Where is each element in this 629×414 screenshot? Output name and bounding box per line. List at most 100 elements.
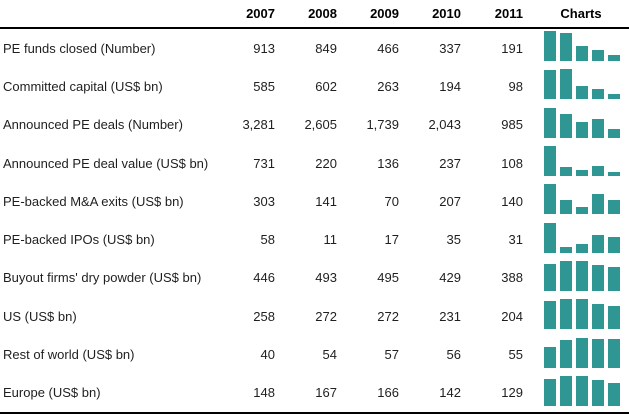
spark-bar: [544, 222, 556, 253]
header-year-2008: 2008: [308, 6, 337, 21]
header-charts: Charts: [560, 6, 602, 21]
sparkline-chart: [523, 222, 627, 257]
value-cell: 11: [323, 232, 338, 248]
spark-bar: [608, 94, 620, 100]
spark-bar: [608, 236, 620, 253]
value-cell: 272: [315, 308, 337, 324]
sparkline-chart: [523, 337, 627, 372]
spark-bar: [592, 50, 604, 62]
value-cell: 136: [377, 155, 399, 171]
value-cell: 985: [501, 117, 523, 133]
value-cell: 204: [501, 308, 523, 324]
table-row: Rest of world (US$ bn) 40 54 57 56 55: [0, 335, 629, 373]
row-label: PE funds closed (Number): [3, 40, 156, 56]
value-cell: 58: [260, 232, 275, 248]
value-cell: 207: [439, 193, 461, 209]
value-cell: 3,281: [242, 117, 275, 133]
value-cell: 585: [253, 78, 275, 94]
sparkline-chart: [523, 69, 627, 103]
spark-bar: [592, 304, 604, 330]
value-cell: 167: [315, 385, 337, 401]
spark-bar: [560, 167, 572, 177]
table-row: Buyout firms' dry powder (US$ bn) 446 493 4…: [0, 259, 629, 297]
spark-bar: [576, 375, 588, 406]
value-cell: 141: [315, 193, 337, 209]
value-cell: 148: [253, 385, 275, 401]
value-cell: 2,043: [428, 117, 461, 133]
value-cell: 388: [501, 270, 523, 286]
value-cell: 142: [439, 385, 461, 401]
row-label: PE-backed M&A exits (US$ bn): [3, 193, 184, 209]
table-row: US (US$ bn) 258 272 272 231 204: [0, 297, 629, 335]
value-cell: 602: [315, 78, 337, 94]
row-label: Rest of world (US$ bn): [3, 347, 135, 363]
value-cell: 303: [253, 193, 275, 209]
spark-bar: [592, 118, 604, 138]
spark-bars: [523, 69, 627, 103]
table-row: Europe (US$ bn) 148 167 166 142 129: [0, 374, 629, 412]
table-row: Announced PE deals (Number) 3,281 2,605 1,7…: [0, 106, 629, 144]
table-header: 2007 2008 2009 2010 2011 Charts: [0, 0, 629, 29]
value-cell: 40: [260, 347, 275, 363]
value-cell: 263: [377, 78, 399, 94]
table-row: PE funds closed (Number) 913 849 466 337 191: [0, 29, 629, 67]
spark-bars: [523, 184, 627, 218]
value-cell: 220: [315, 155, 337, 171]
spark-bar: [592, 379, 604, 406]
value-cell: 446: [253, 270, 275, 286]
spark-bar: [544, 263, 556, 291]
value-cell: 493: [315, 270, 337, 286]
spark-bar: [544, 346, 556, 368]
spark-bar: [560, 33, 572, 62]
value-cell: 495: [377, 270, 399, 286]
spark-bar: [576, 243, 588, 253]
spark-bar: [560, 246, 572, 253]
spark-bar: [592, 264, 604, 291]
spark-bar: [576, 121, 588, 138]
sparkline-chart: [523, 184, 627, 218]
spark-bar: [576, 260, 588, 291]
spark-bar: [608, 172, 620, 177]
header-year-2009: 2009: [370, 6, 399, 21]
spark-bar: [576, 337, 588, 368]
spark-bar: [576, 299, 588, 330]
table-row: Committed capital (US$ bn) 585 602 263 194 98: [0, 67, 629, 105]
spark-bar: [608, 338, 620, 368]
spark-bars: [523, 107, 627, 142]
value-cell: 57: [384, 347, 399, 363]
row-label: Europe (US$ bn): [3, 385, 101, 401]
value-cell: 166: [377, 385, 399, 401]
spark-bar: [608, 55, 620, 62]
header-year-2011: 2011: [494, 6, 523, 21]
value-cell: 70: [384, 193, 399, 209]
spark-bar: [560, 200, 572, 215]
spark-bar: [544, 146, 556, 177]
sparkline-chart: [523, 375, 627, 410]
spark-bar: [560, 260, 572, 291]
spark-bar: [576, 207, 588, 215]
table-row: Announced PE deal value (US$ bn) 731 220 13…: [0, 144, 629, 182]
row-label: Buyout firms' dry powder (US$ bn): [3, 270, 202, 286]
row-label: Announced PE deals (Number): [3, 117, 183, 133]
spark-bar: [576, 86, 588, 100]
value-cell: 140: [501, 193, 523, 209]
spark-bar: [560, 375, 572, 406]
spark-bar: [592, 89, 604, 100]
table-row: PE-backed M&A exits (US$ bn) 303 141 70 207 1…: [0, 182, 629, 220]
spark-bar: [544, 184, 556, 215]
spark-bar: [560, 339, 572, 368]
table-row: PE-backed IPOs (US$ bn) 58 11 17 35 31: [0, 220, 629, 258]
row-label: Announced PE deal value (US$ bn): [3, 155, 209, 171]
row-label: Committed capital (US$ bn): [3, 78, 163, 94]
sparkline-chart: [523, 299, 627, 333]
row-label: US (US$ bn): [3, 308, 77, 324]
spark-bar: [592, 194, 604, 215]
value-cell: 129: [501, 385, 523, 401]
sparkline-chart: [523, 260, 627, 295]
value-cell: 272: [377, 308, 399, 324]
spark-bar: [576, 46, 588, 62]
value-cell: 56: [446, 347, 461, 363]
spark-bar: [544, 378, 556, 406]
table-body: PE funds closed (Number) 913 849 466 337 191 C…: [0, 29, 629, 414]
value-cell: 237: [439, 155, 461, 171]
